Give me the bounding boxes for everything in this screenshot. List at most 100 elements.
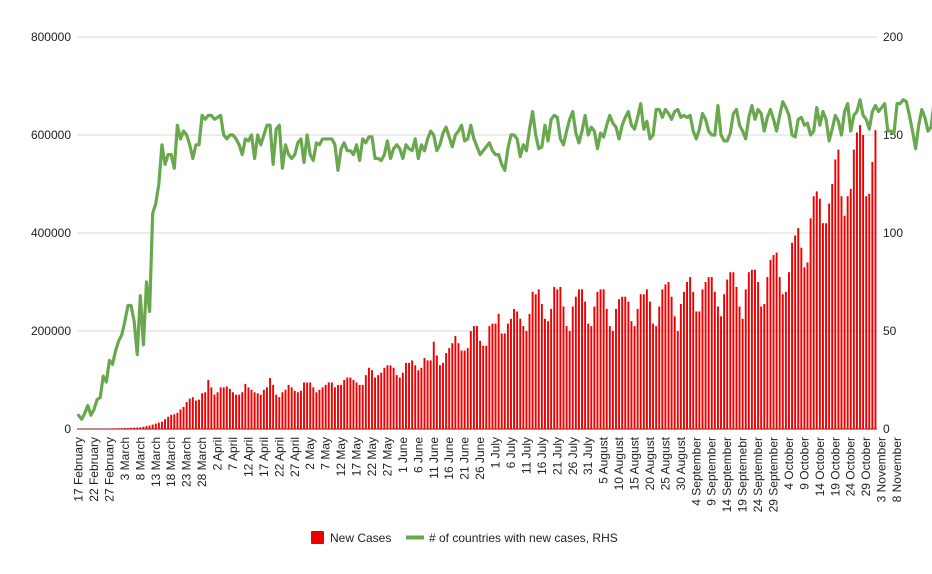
new-cases-bar: [167, 416, 170, 429]
new-cases-bar: [429, 360, 432, 429]
x-tick-label: 2 May: [303, 437, 317, 470]
new-cases-bar: [426, 360, 429, 429]
new-cases-bar: [741, 318, 744, 429]
new-cases-bar: [244, 383, 247, 429]
x-tick-label: 3 November: [875, 437, 889, 502]
new-cases-bar: [701, 289, 704, 429]
new-cases-bar: [559, 286, 562, 429]
new-cases-bar: [228, 388, 231, 429]
x-tick-label: 1 June: [396, 437, 410, 473]
new-cases-bar: [262, 389, 265, 429]
new-cases-bar: [831, 184, 834, 429]
new-cases-bar: [333, 387, 336, 429]
legend-swatch-new-cases: [311, 531, 324, 544]
legend-item-countries: # of countries with new cases, RHS: [406, 531, 618, 545]
x-tick-label: 17 May: [350, 437, 364, 476]
new-cases-bar: [405, 362, 407, 429]
new-cases-bar: [747, 272, 750, 429]
new-cases-bar: [414, 365, 417, 429]
new-cases-bar: [843, 215, 846, 429]
new-cases-bar: [417, 370, 420, 429]
x-tick-label: 7 May: [319, 437, 333, 470]
x-tick-label: 25 August: [658, 436, 672, 490]
x-tick-label: 8 November: [890, 437, 904, 502]
new-cases-bar: [160, 421, 163, 429]
new-cases-bar: [794, 235, 797, 429]
x-tick-label: 12 May: [334, 437, 348, 476]
new-cases-bar: [401, 372, 404, 429]
new-cases-bar: [346, 377, 349, 429]
new-cases-bar: [723, 294, 726, 429]
new-cases-bar: [686, 282, 688, 429]
new-cases-bar: [324, 384, 327, 429]
new-cases-bar: [772, 255, 775, 429]
new-cases-bar: [852, 149, 855, 429]
new-cases-bar: [849, 188, 852, 429]
new-cases-bar: [284, 389, 287, 429]
new-cases-bar: [185, 402, 188, 429]
new-cases-bar: [312, 387, 315, 429]
x-tick-label: 29 September: [767, 437, 781, 512]
new-cases-bar: [550, 308, 553, 429]
x-tick-label: 5 August: [597, 436, 611, 483]
new-cases-bar: [642, 294, 645, 429]
new-cases-bar: [821, 223, 824, 429]
legend-item-new-cases: New Cases: [311, 531, 391, 545]
new-cases-bar: [658, 306, 661, 429]
new-cases-bar: [469, 331, 472, 429]
new-cases-bar: [621, 296, 624, 429]
new-cases-bar: [383, 367, 386, 429]
new-cases-bar: [445, 353, 448, 429]
new-cases-bar: [133, 427, 136, 429]
new-cases-bar: [757, 282, 760, 429]
new-cases-bar: [330, 382, 333, 429]
new-cases-bar: [729, 272, 732, 429]
new-cases-bar: [420, 367, 423, 429]
new-cases-bar: [296, 392, 299, 429]
new-cases-bar: [587, 323, 590, 429]
countries-line: [76, 98, 932, 421]
new-cases-bar: [247, 387, 250, 429]
x-tick-label: 2 April: [211, 437, 225, 470]
new-cases-bar: [482, 345, 485, 429]
x-tick-label: 21 June: [458, 437, 472, 480]
new-cases-bar: [337, 384, 339, 429]
new-cases-bar: [516, 311, 519, 429]
new-cases-bar: [615, 308, 617, 429]
x-tick-label: 4 October: [782, 437, 796, 490]
x-tick-label: 6 July: [504, 437, 518, 468]
x-tick-label: 26 July: [566, 437, 580, 475]
new-cases-bar: [266, 387, 268, 429]
new-cases-bar: [652, 323, 655, 429]
new-cases-bar: [791, 242, 794, 429]
new-cases-bar: [253, 392, 256, 429]
x-tick-label: 23 March: [180, 437, 194, 487]
new-cases-bar: [803, 267, 806, 429]
x-tick-label: 27 May: [380, 437, 394, 476]
new-cases-bar: [846, 196, 849, 429]
new-cases-bar: [618, 299, 621, 429]
new-cases-bar: [735, 286, 738, 429]
new-cases-bar: [318, 389, 321, 429]
new-cases-bar: [343, 380, 346, 429]
new-cases-bar: [179, 409, 182, 429]
new-cases-bar: [797, 228, 800, 429]
x-tick-label: 19 Septemebr: [736, 437, 750, 512]
new-cases-bar: [256, 393, 259, 429]
x-tick-label: 10 August: [612, 436, 626, 490]
new-cases-bar: [716, 306, 719, 429]
new-cases-bar: [194, 400, 197, 429]
new-cases-bar: [191, 397, 194, 429]
new-cases-bar: [593, 306, 596, 429]
new-cases-bar: [460, 350, 463, 429]
new-cases-bar: [250, 389, 253, 429]
new-cases-bar: [494, 323, 497, 429]
new-cases-bar: [213, 394, 216, 429]
new-cases-bar: [726, 279, 729, 429]
left-tick-label: 200000: [31, 324, 71, 338]
new-cases-bar: [510, 318, 512, 429]
new-cases-bar: [259, 394, 262, 429]
new-cases-bar: [398, 377, 401, 429]
new-cases-bar: [476, 326, 478, 429]
new-cases-bar: [148, 425, 151, 429]
